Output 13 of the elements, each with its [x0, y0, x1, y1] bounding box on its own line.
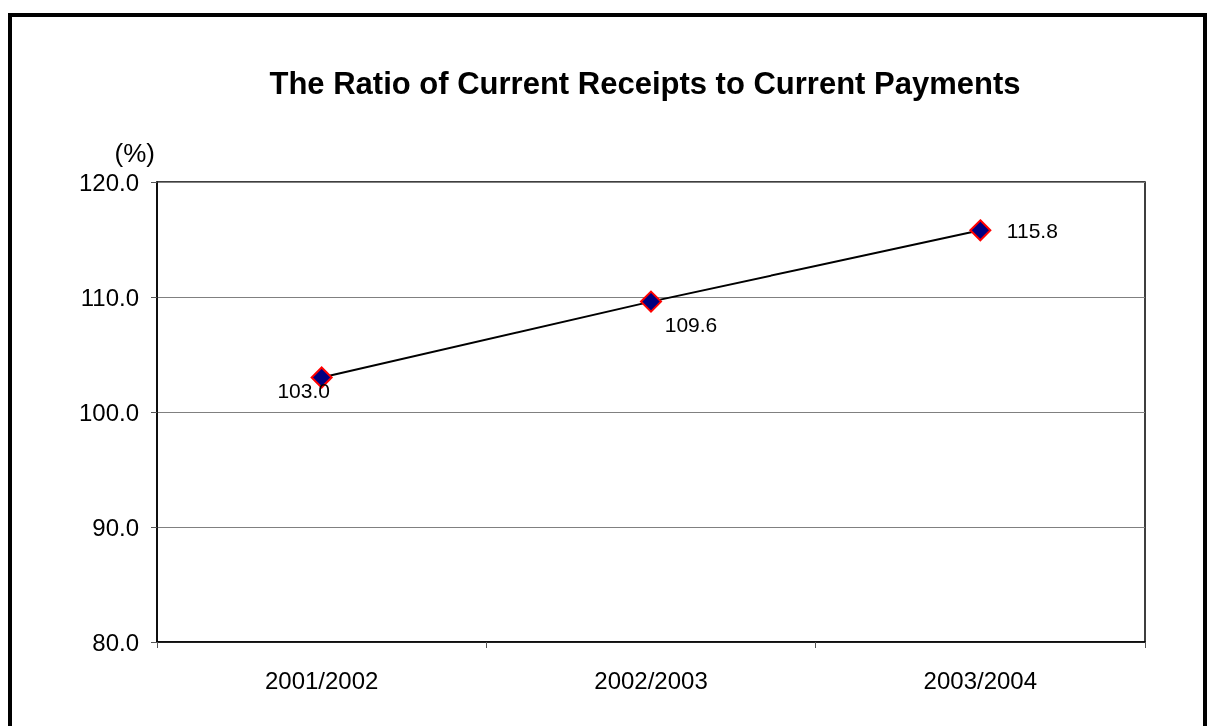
- x-tick-label: 2001/2002: [264, 666, 379, 694]
- x-tick-label: 2003/2004: [923, 666, 1038, 694]
- y-tick-label: 100.0: [78, 398, 139, 426]
- data-label: 103.0: [277, 379, 330, 402]
- y-tick-label: 110.0: [80, 283, 139, 311]
- y-tick-label: 120.0: [78, 168, 139, 196]
- data-label: 115.8: [1006, 218, 1058, 242]
- y-tick-label: 80.0: [92, 628, 139, 656]
- x-tick-label: 2002/2003: [594, 666, 708, 694]
- chart-title: The Ratio of Current Receipts to Current Payments: [269, 66, 1021, 101]
- y-tick-label: 90.0: [92, 513, 139, 541]
- y-axis-title: (%): [114, 138, 155, 168]
- data-label: 109.6: [664, 313, 718, 337]
